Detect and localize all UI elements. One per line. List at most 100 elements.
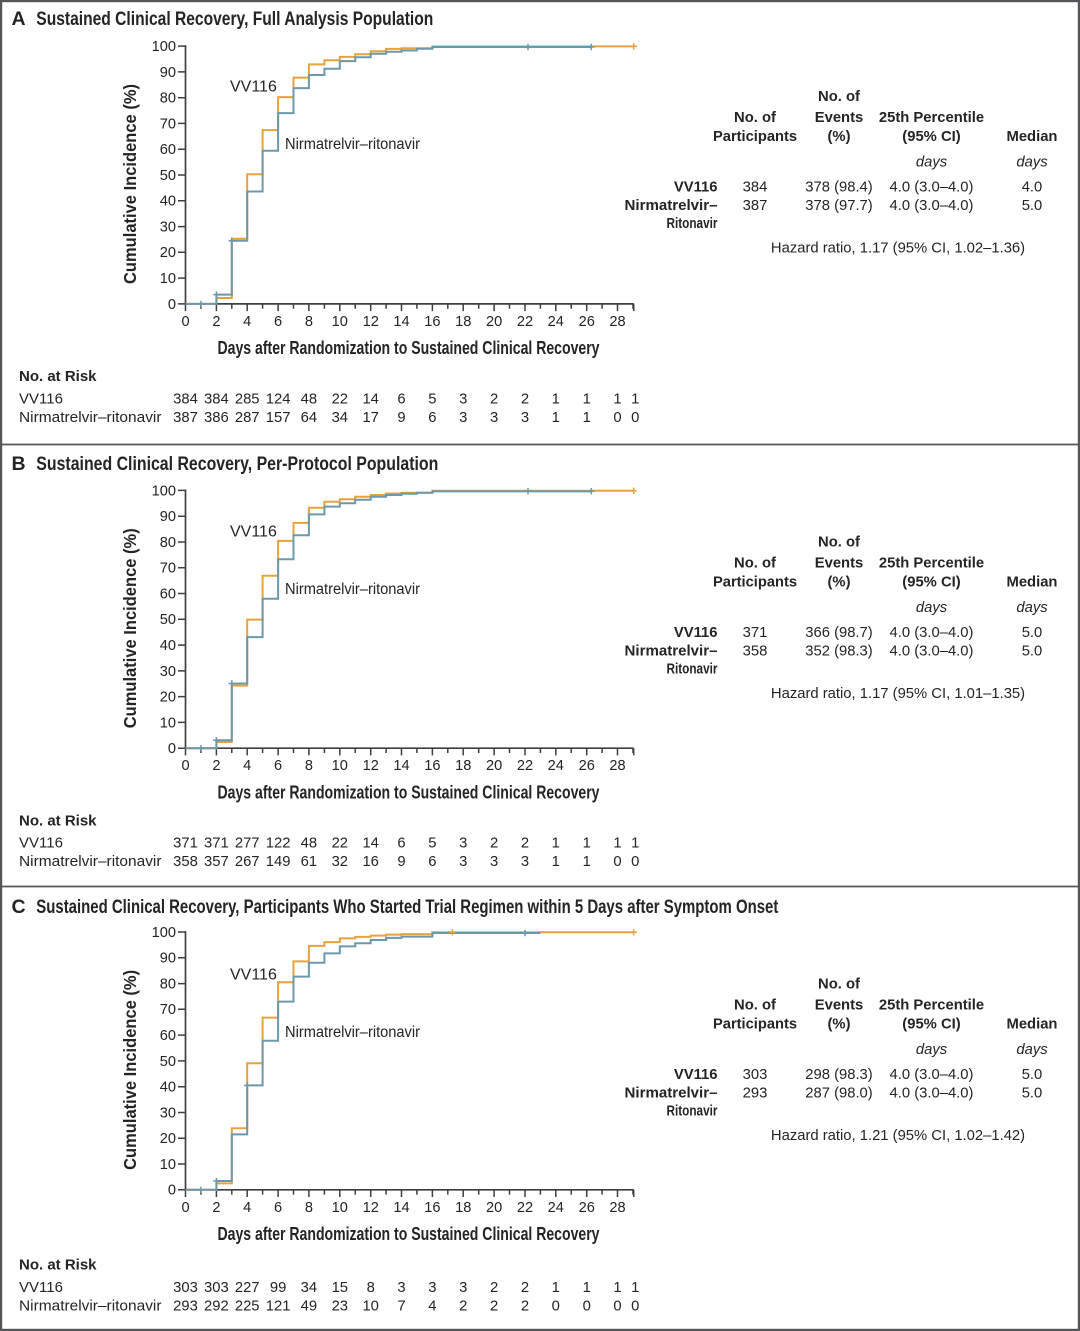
svg-text:32: 32 (332, 854, 348, 870)
svg-text:Cumulative Incidence (%): Cumulative Incidence (%) (120, 84, 140, 284)
svg-text:Median: Median (1007, 1017, 1058, 1033)
svg-text:26: 26 (579, 758, 595, 774)
svg-text:Nirmatrelvir–ritonavir: Nirmatrelvir–ritonavir (19, 853, 161, 870)
svg-text:(%): (%) (827, 1017, 850, 1033)
svg-text:14: 14 (393, 314, 409, 330)
svg-text:0: 0 (583, 1299, 591, 1315)
svg-text:100: 100 (152, 925, 176, 941)
svg-text:No. of: No. of (818, 534, 860, 550)
svg-text:1: 1 (583, 410, 591, 426)
svg-text:VV116: VV116 (19, 390, 63, 407)
svg-text:6: 6 (397, 391, 405, 407)
svg-text:VV116: VV116 (674, 180, 718, 196)
svg-text:1: 1 (613, 1280, 621, 1296)
svg-text:371: 371 (173, 836, 198, 852)
svg-text:25th Percentile: 25th Percentile (879, 110, 984, 126)
svg-text:Cumulative Incidence (%): Cumulative Incidence (%) (120, 970, 140, 1170)
svg-text:3: 3 (428, 1280, 436, 1296)
svg-text:5.0: 5.0 (1022, 1067, 1043, 1083)
svg-text:387: 387 (743, 198, 768, 214)
svg-text:days: days (916, 1042, 948, 1058)
svg-text:358: 358 (743, 643, 768, 659)
svg-text:227: 227 (235, 1280, 260, 1296)
svg-text:2: 2 (490, 1299, 498, 1315)
svg-text:3: 3 (459, 836, 467, 852)
svg-text:387: 387 (173, 410, 198, 426)
svg-text:26: 26 (579, 314, 595, 330)
svg-text:48: 48 (301, 391, 317, 407)
svg-text:22: 22 (517, 1200, 533, 1216)
svg-text:2: 2 (521, 836, 529, 852)
svg-text:384: 384 (173, 391, 198, 407)
svg-text:0: 0 (168, 297, 176, 313)
svg-text:293: 293 (173, 1299, 198, 1315)
svg-text:1: 1 (552, 391, 560, 407)
svg-text:3: 3 (459, 410, 467, 426)
svg-text:371: 371 (743, 625, 768, 641)
svg-text:No. at Risk: No. at Risk (19, 368, 97, 385)
svg-text:90: 90 (160, 509, 176, 525)
svg-text:28: 28 (609, 758, 625, 774)
svg-text:1: 1 (613, 836, 621, 852)
svg-text:80: 80 (160, 535, 176, 551)
svg-text:VV116: VV116 (230, 79, 277, 96)
svg-text:6: 6 (274, 758, 282, 774)
svg-text:0: 0 (613, 1299, 621, 1315)
svg-text:6: 6 (397, 836, 405, 852)
svg-text:5.0: 5.0 (1022, 1086, 1043, 1102)
svg-text:3: 3 (490, 410, 498, 426)
svg-text:64: 64 (301, 410, 317, 426)
svg-text:Days after Randomization to Su: Days after Randomization to Sustained Cl… (218, 1224, 600, 1244)
svg-text:5: 5 (428, 836, 436, 852)
svg-text:10: 10 (160, 1157, 176, 1173)
svg-text:6: 6 (428, 854, 436, 870)
svg-text:4.0 (3.0–4.0): 4.0 (3.0–4.0) (890, 180, 974, 196)
svg-text:Events: Events (815, 998, 864, 1014)
svg-text:Events: Events (815, 555, 864, 571)
svg-text:20: 20 (486, 1200, 502, 1216)
svg-text:(95% CI): (95% CI) (902, 1017, 960, 1033)
svg-text:14: 14 (362, 391, 378, 407)
svg-text:3: 3 (521, 854, 529, 870)
svg-text:days: days (916, 600, 948, 616)
svg-text:1: 1 (631, 836, 639, 852)
svg-text:90: 90 (160, 65, 176, 81)
svg-text:0: 0 (631, 854, 639, 870)
svg-text:(%): (%) (827, 129, 850, 145)
svg-text:20: 20 (160, 245, 176, 261)
svg-text:2: 2 (490, 1280, 498, 1296)
svg-text:0: 0 (168, 1183, 176, 1199)
svg-text:4: 4 (243, 1200, 251, 1216)
svg-text:80: 80 (160, 91, 176, 107)
svg-text:386: 386 (204, 410, 229, 426)
svg-text:16: 16 (362, 854, 378, 870)
svg-text:14: 14 (393, 1200, 409, 1216)
svg-text:No. of: No. of (818, 977, 860, 993)
svg-text:0: 0 (613, 854, 621, 870)
svg-text:1: 1 (583, 854, 591, 870)
svg-text:384: 384 (743, 180, 768, 196)
svg-text:Days after Randomization to Su: Days after Randomization to Sustained Cl… (218, 782, 600, 802)
svg-text:1: 1 (583, 836, 591, 852)
svg-text:10: 10 (160, 271, 176, 287)
svg-text:Sustained Clinical Recovery, P: Sustained Clinical Recovery, Per-Protoco… (36, 454, 438, 475)
svg-text:8: 8 (305, 1200, 313, 1216)
svg-text:(95% CI): (95% CI) (902, 574, 960, 590)
svg-text:2: 2 (490, 391, 498, 407)
svg-text:4.0 (3.0–4.0): 4.0 (3.0–4.0) (890, 1067, 974, 1083)
svg-text:287 (98.0): 287 (98.0) (805, 1086, 873, 1102)
svg-text:22: 22 (332, 836, 348, 852)
svg-text:384: 384 (204, 391, 229, 407)
svg-text:Median: Median (1007, 574, 1058, 590)
svg-text:8: 8 (305, 314, 313, 330)
svg-text:5.0: 5.0 (1022, 625, 1043, 641)
svg-text:12: 12 (363, 1200, 379, 1216)
svg-text:A: A (12, 8, 26, 30)
svg-text:28: 28 (609, 314, 625, 330)
svg-text:25th Percentile: 25th Percentile (879, 998, 984, 1014)
svg-text:99: 99 (270, 1280, 286, 1296)
svg-text:22: 22 (517, 758, 533, 774)
svg-text:378 (97.7): 378 (97.7) (805, 198, 873, 214)
svg-text:17: 17 (362, 410, 378, 426)
svg-text:34: 34 (301, 1280, 317, 1296)
